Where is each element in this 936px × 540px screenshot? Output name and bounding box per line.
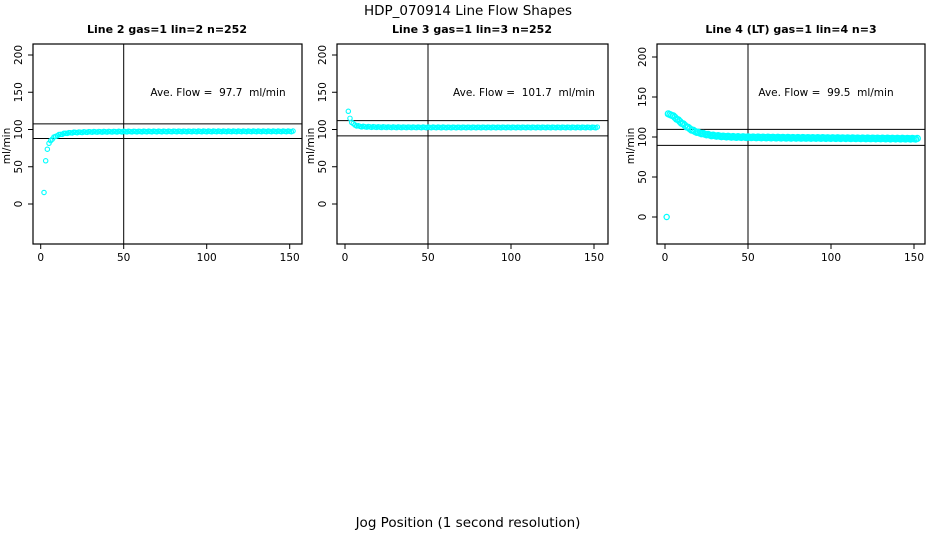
x-tick-label: 100 bbox=[501, 252, 521, 264]
x-tick-label: 50 bbox=[741, 252, 754, 264]
x-tick-label: 0 bbox=[342, 252, 349, 264]
data-point bbox=[594, 124, 601, 130]
plot-layer-1: 0 50 100 150 200 0 50 100 150 bbox=[317, 43, 609, 264]
data-point bbox=[913, 134, 921, 143]
x-tick-label: 150 bbox=[584, 252, 604, 264]
y-tick-label: 200 bbox=[637, 47, 649, 67]
x-tick-label: 0 bbox=[37, 252, 44, 264]
x-tick-label: 150 bbox=[904, 252, 924, 264]
panel-title-line2: Line 2 gas=1 lin=2 n=252 bbox=[87, 23, 247, 36]
data-point bbox=[663, 213, 670, 221]
y-tick-label: 150 bbox=[13, 82, 25, 102]
y-tick-label: 50 bbox=[317, 160, 329, 173]
plot-frame bbox=[656, 43, 926, 245]
y-tick-label: 0 bbox=[317, 201, 329, 208]
plot-layer-0: 0 50 100 150 200 0 50 100 150 bbox=[13, 43, 303, 264]
x-tick-label: 50 bbox=[117, 252, 130, 264]
x-tick-label: 100 bbox=[821, 252, 841, 264]
y-tick-label: 200 bbox=[317, 45, 329, 65]
y-tick-label: 100 bbox=[637, 127, 649, 147]
panel-line2: Line 2 gas=1 lin=2 n=252 Ave. Flow = 97.… bbox=[1, 23, 303, 264]
panel-title-line3: Line 3 gas=1 lin=3 n=252 bbox=[392, 23, 552, 36]
data-point bbox=[290, 128, 296, 134]
x-tick-label: 100 bbox=[197, 252, 217, 264]
data-point bbox=[44, 146, 51, 152]
ave-flow-annotation-line4: Ave. Flow = 99.5 ml/min bbox=[758, 87, 893, 99]
y-tick-label: 0 bbox=[13, 201, 25, 208]
y-tick-label: 200 bbox=[13, 45, 25, 65]
y-tick-label: 0 bbox=[637, 214, 649, 221]
y-axis-label-line3: ml/min bbox=[305, 128, 317, 164]
x-tick-label: 0 bbox=[662, 252, 669, 264]
plot-layer-2: 0 50 100 150 200 0 50 100 150 bbox=[637, 43, 926, 264]
plot-frame bbox=[32, 43, 303, 245]
data-point bbox=[41, 189, 47, 196]
plot-frame bbox=[336, 43, 609, 245]
y-axis-label-line2: ml/min bbox=[1, 128, 13, 164]
x-axis-caption: Jog Position (1 second resolution) bbox=[355, 515, 581, 531]
y-tick-label: 100 bbox=[317, 119, 329, 139]
figure-title: HDP_070914 Line Flow Shapes bbox=[364, 3, 572, 19]
ave-flow-annotation-line3: Ave. Flow = 101.7 ml/min bbox=[453, 87, 595, 99]
y-tick-label: 150 bbox=[637, 87, 649, 107]
y-tick-label: 50 bbox=[13, 160, 25, 173]
x-tick-label: 150 bbox=[280, 252, 300, 264]
data-point bbox=[345, 108, 352, 115]
y-tick-label: 100 bbox=[13, 119, 25, 139]
y-tick-label: 50 bbox=[637, 170, 649, 183]
panel-title-line4: Line 4 (LT) gas=1 lin=4 n=3 bbox=[705, 23, 876, 36]
panel-line4: Line 4 (LT) gas=1 lin=4 n=3 Ave. Flow = … bbox=[625, 23, 926, 264]
y-tick-label: 150 bbox=[317, 82, 329, 102]
y-axis-label-line4: ml/min bbox=[625, 128, 637, 164]
ave-flow-annotation-line2: Ave. Flow = 97.7 ml/min bbox=[150, 87, 285, 99]
x-tick-label: 50 bbox=[421, 252, 434, 264]
panel-line3: Line 3 gas=1 lin=3 n=252 Ave. Flow = 101… bbox=[305, 23, 609, 264]
data-point bbox=[42, 158, 49, 164]
